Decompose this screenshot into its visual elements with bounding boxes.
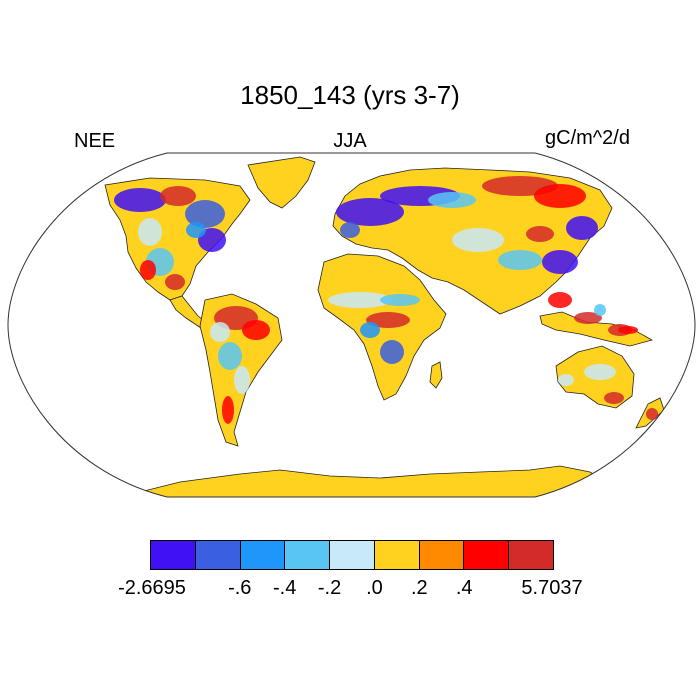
season-label: JJA xyxy=(333,130,367,152)
nee-patch xyxy=(210,322,230,342)
nee-patch xyxy=(526,226,554,242)
colorbar-swatch xyxy=(419,541,465,569)
nee-patch xyxy=(242,320,270,340)
units-label: gC/m^2/d xyxy=(545,127,630,149)
nee-patch xyxy=(380,340,404,364)
nee-patch xyxy=(360,322,380,338)
nee-patch xyxy=(234,366,250,394)
colorbar xyxy=(150,540,554,570)
nee-patch xyxy=(594,304,606,316)
colorbar-tick-label: -.6 xyxy=(228,577,252,599)
variable-label: NEE xyxy=(74,130,116,152)
nee-patch xyxy=(548,292,572,308)
nee-patch xyxy=(186,222,206,238)
colorbar-swatch xyxy=(330,541,375,569)
nee-patch xyxy=(584,364,616,380)
nee-patch xyxy=(165,274,185,290)
nee-patch xyxy=(618,326,638,334)
colorbar-tick-label: .2 xyxy=(410,577,428,599)
colorbar-tick-label: -2.6695 xyxy=(118,577,186,599)
nee-patch xyxy=(114,188,166,212)
madagascar-landmass xyxy=(429,361,443,389)
colorbar-tick-label: .4 xyxy=(455,577,473,599)
nee-patch xyxy=(340,222,360,238)
colorbar-swatch xyxy=(464,541,510,569)
nee-data-overlay xyxy=(114,176,658,424)
nee-patch xyxy=(218,342,242,370)
nee-patch xyxy=(336,198,404,226)
nee-patch xyxy=(380,294,420,306)
nee-patch xyxy=(138,218,162,246)
nee-patch xyxy=(558,374,574,386)
nee-patch xyxy=(646,408,658,420)
nee-patch xyxy=(498,250,542,270)
nee-patch xyxy=(428,192,476,208)
nee-patch xyxy=(604,392,624,404)
nee-patch xyxy=(452,228,504,252)
nee-patch xyxy=(222,396,234,424)
colorbar-swatch xyxy=(509,541,554,569)
globe-outline xyxy=(7,152,696,498)
greenland-landmass xyxy=(247,156,316,209)
map-title: 1850_143 (yrs 3-7) xyxy=(240,80,460,110)
nee-patch xyxy=(140,260,156,280)
colorbar-swatch xyxy=(195,541,241,569)
colorbar-swatch xyxy=(374,541,420,569)
nee-patch xyxy=(534,184,586,208)
nee-patch xyxy=(198,228,226,252)
nee-patch xyxy=(574,312,602,324)
nee-patch xyxy=(542,250,578,274)
colorbar-swatch xyxy=(285,541,331,569)
colorbar-tick-label: -.4 xyxy=(272,577,297,599)
colorbar-swatch xyxy=(240,541,286,569)
colorbar-tick-label: 5.7037 xyxy=(521,577,583,599)
nee-patch xyxy=(185,200,225,228)
colorbar-swatch xyxy=(151,541,196,569)
nee-patch xyxy=(328,292,392,308)
colorbar-tick-label: -.2 xyxy=(317,577,342,599)
colorbar-tick-label: .0 xyxy=(366,577,383,599)
nee-patch xyxy=(160,186,196,206)
nee-patch xyxy=(566,216,598,240)
nee-patch xyxy=(366,312,410,328)
